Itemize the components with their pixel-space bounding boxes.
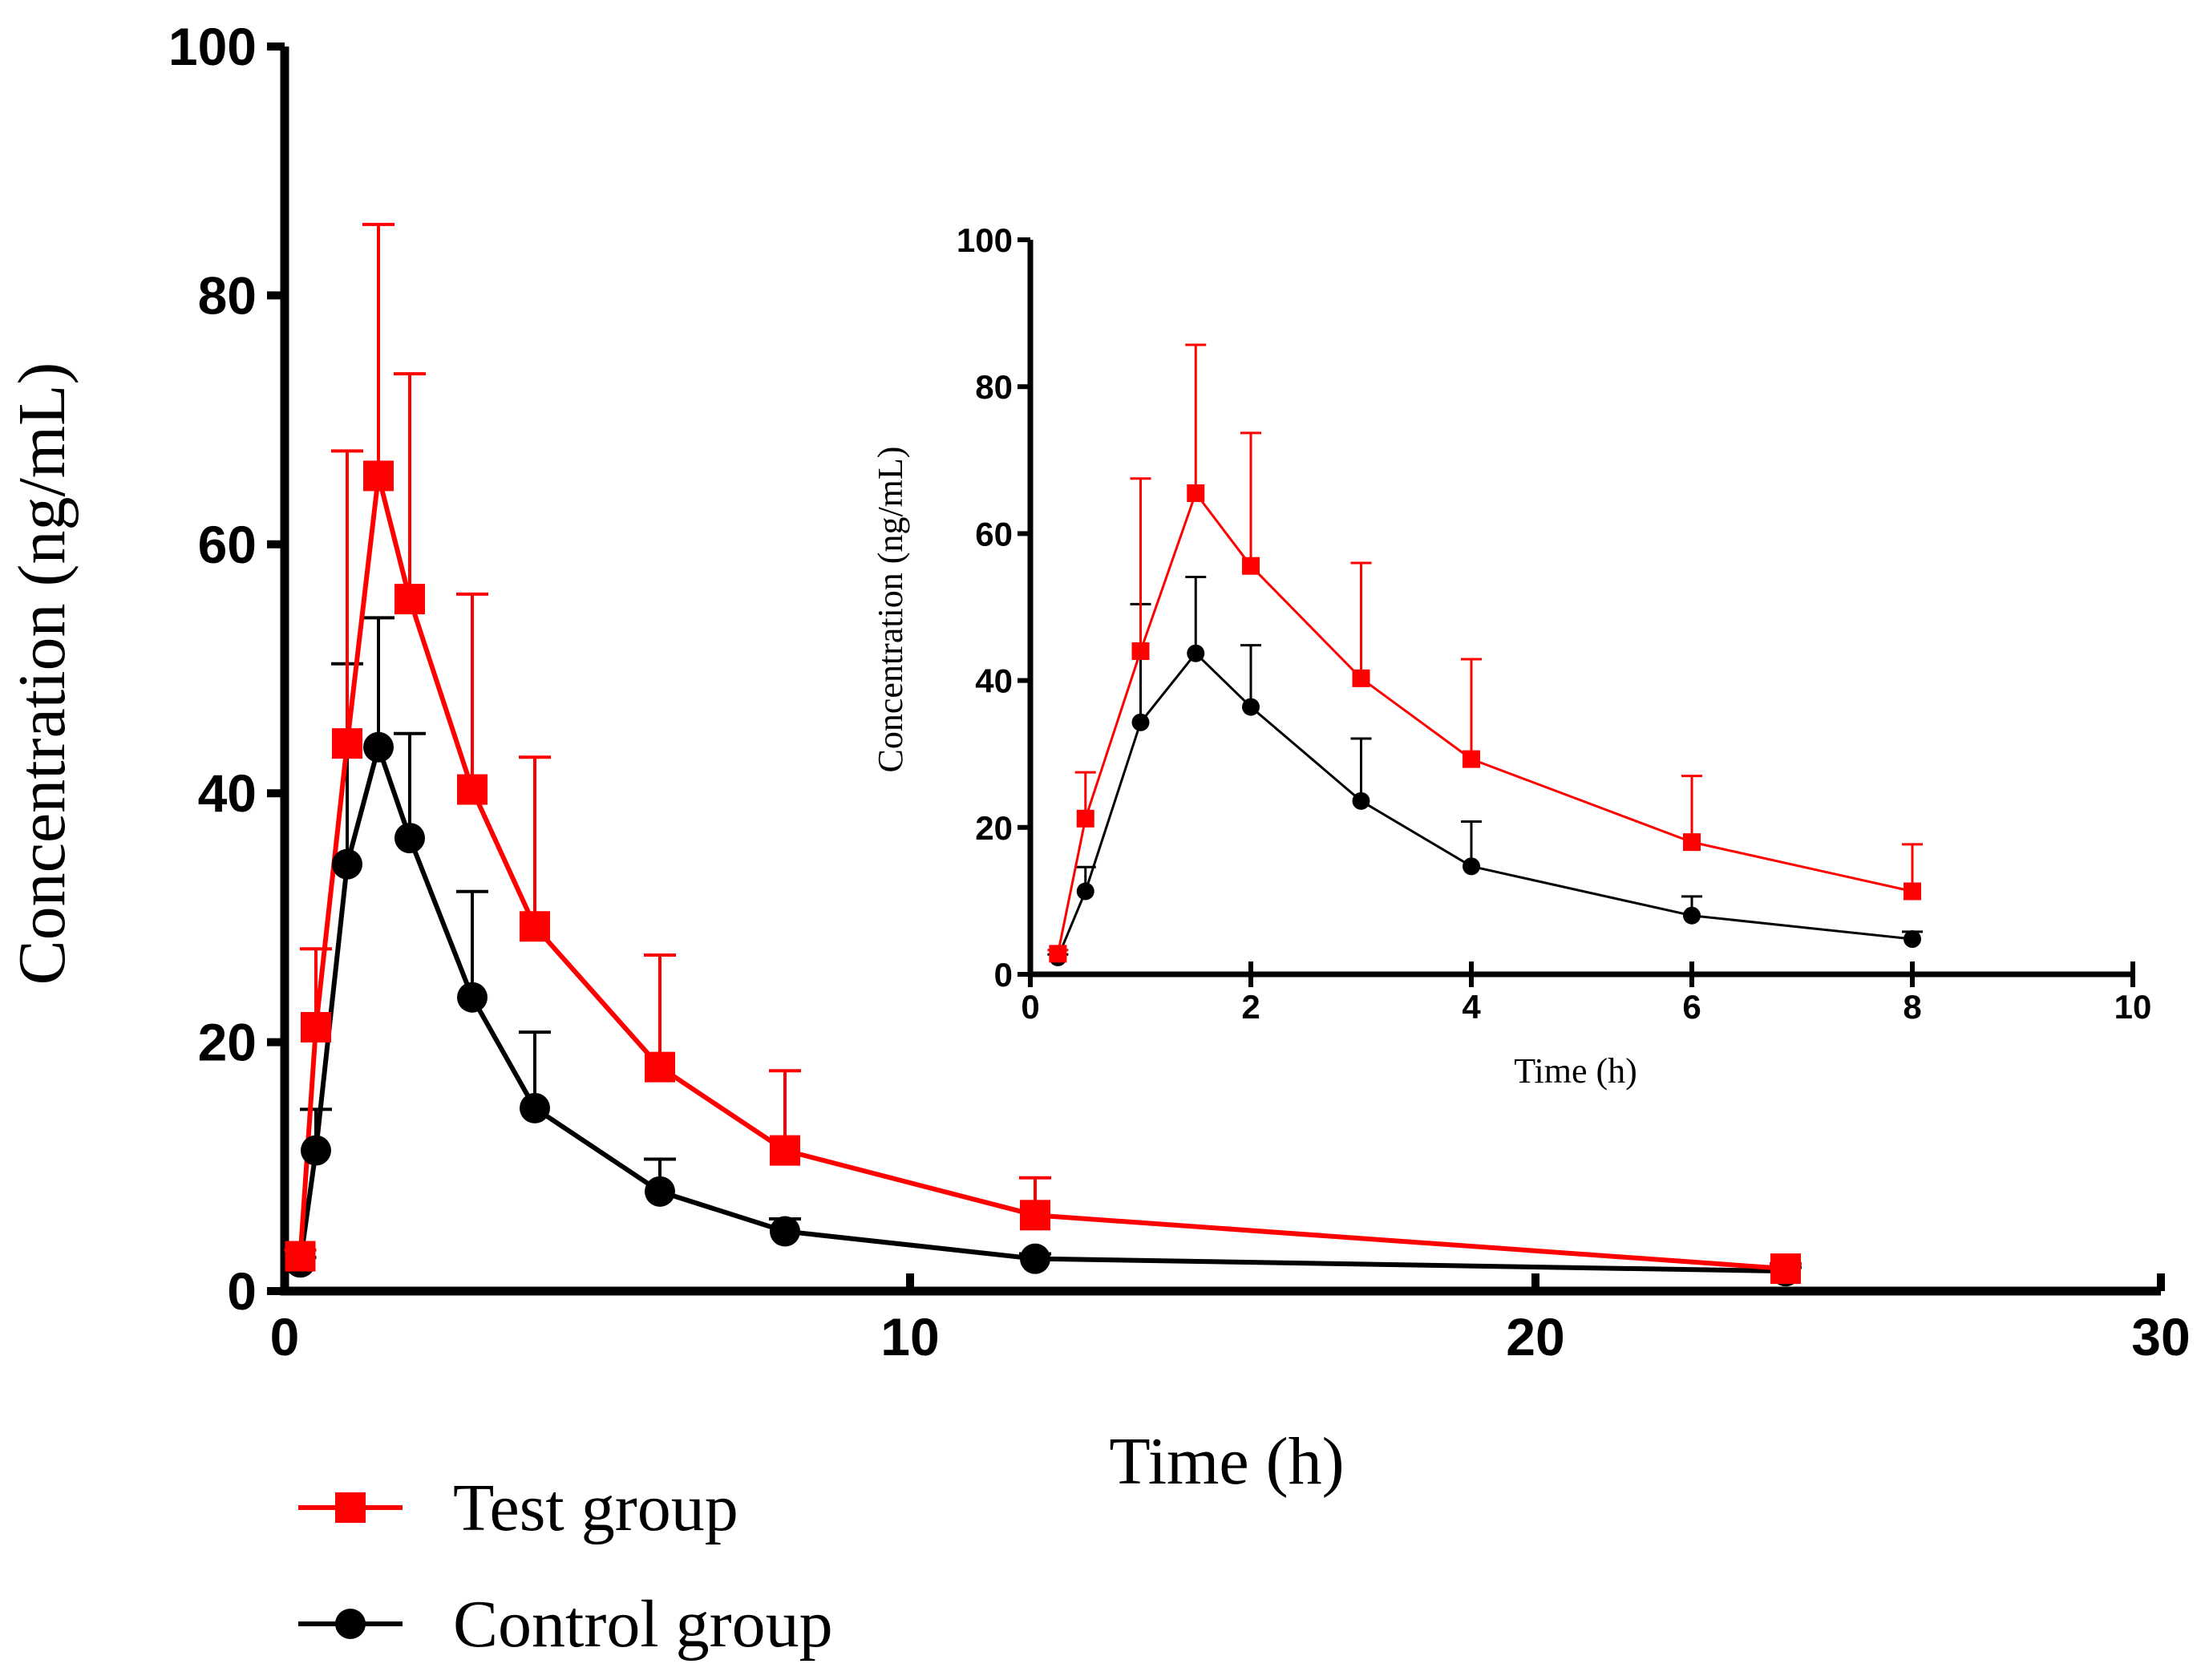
inset-control-line <box>1056 652 1913 958</box>
inset-y-tick-label: 60 <box>975 515 1013 553</box>
main-test-point <box>394 584 425 615</box>
main-test-line <box>297 473 1786 1272</box>
main-control-point <box>520 1092 550 1123</box>
legend-test-marker <box>335 1492 366 1523</box>
legend: Test group Control group <box>298 1471 833 1662</box>
inset-test-point <box>1049 945 1067 963</box>
main-control-point <box>394 823 425 854</box>
main-x-tick-label: 30 <box>2131 1307 2190 1366</box>
main-control-point <box>301 1135 331 1166</box>
inset-control-point <box>1904 930 1921 949</box>
main-test-point <box>520 911 550 942</box>
main-test-point <box>645 1051 675 1083</box>
inset-chart: Time (h) Concentration (ng/mL) 020406080… <box>871 221 2151 1091</box>
inset-x-axis-title: Time (h) <box>1514 1051 1637 1091</box>
inset-control-point <box>1131 713 1150 731</box>
main-y-tick-label: 20 <box>198 1013 257 1072</box>
inset-test-point <box>1131 642 1150 660</box>
main-test-point <box>1770 1253 1801 1285</box>
inset-test-point <box>1683 833 1701 852</box>
inset-control-point <box>1187 644 1205 662</box>
inset-test-point <box>1187 484 1205 503</box>
main-test-point <box>332 728 362 759</box>
legend-item-control: Control group <box>298 1587 833 1662</box>
inset-control-point <box>1683 906 1701 925</box>
main-y-tick-label: 60 <box>198 515 257 574</box>
main-y-tick-label: 0 <box>227 1261 257 1321</box>
inset-x-tick-label: 10 <box>2114 988 2152 1026</box>
inset-y-tick-label: 100 <box>957 221 1013 259</box>
main-y-tick-label: 80 <box>198 265 257 325</box>
inset-y-tick-label: 0 <box>994 956 1013 994</box>
main-control-line <box>297 744 1786 1274</box>
main-control-point <box>332 848 362 880</box>
legend-control-label: Control group <box>453 1587 833 1662</box>
main-x-tick-label: 20 <box>1506 1307 1564 1366</box>
main-control-point <box>645 1176 675 1207</box>
main-control-point <box>363 731 394 763</box>
main-test-point <box>457 774 488 805</box>
inset-test-point <box>1076 809 1094 828</box>
inset-x-tick-label: 6 <box>1682 988 1701 1026</box>
main-chart: Time (h) Concentration (ng/mL) 020406080… <box>5 17 2191 1499</box>
inset-test-point <box>1463 750 1480 768</box>
main-test-point <box>1020 1200 1050 1231</box>
inset-control-point <box>1352 791 1370 810</box>
inset-y-tick-label: 40 <box>975 662 1013 700</box>
main-test-point <box>770 1135 800 1166</box>
inset-x-tick-label: 8 <box>1903 988 1921 1026</box>
main-control-point <box>770 1216 800 1247</box>
inset-y-tick-label: 20 <box>975 809 1013 847</box>
inset-x-tick-label: 4 <box>1462 988 1481 1026</box>
inset-y-tick-label: 80 <box>975 368 1013 406</box>
inset-x-tick-label: 0 <box>1021 988 1039 1026</box>
main-test-point <box>363 460 394 492</box>
main-test-point <box>301 1011 331 1042</box>
inset-x-tick-label: 2 <box>1241 988 1260 1026</box>
main-x-tick-label: 10 <box>880 1307 939 1366</box>
inset-test-point <box>1904 882 1921 901</box>
inset-control-point <box>1463 857 1480 876</box>
main-control-point <box>457 982 488 1013</box>
inset-control-point <box>1242 698 1260 716</box>
legend-item-test: Test group <box>298 1471 738 1545</box>
main-y-tick-label: 100 <box>168 17 257 76</box>
inset-y-axis-title: Concentration (ng/mL) <box>871 447 910 773</box>
main-control-point <box>1020 1243 1050 1274</box>
main-y-tick-label: 40 <box>198 763 257 823</box>
main-y-axis-title: Concentration (ng/mL) <box>5 362 79 986</box>
legend-test-label: Test group <box>453 1471 738 1545</box>
inset-test-line <box>1056 492 1913 954</box>
legend-control-marker <box>335 1609 366 1639</box>
main-test-point <box>285 1241 316 1272</box>
inset-test-point <box>1352 669 1370 687</box>
inset-control-point <box>1076 882 1094 901</box>
inset-test-point <box>1242 557 1260 575</box>
main-x-axis-title: Time (h) <box>1109 1424 1344 1499</box>
main-x-tick-label: 0 <box>270 1307 300 1366</box>
